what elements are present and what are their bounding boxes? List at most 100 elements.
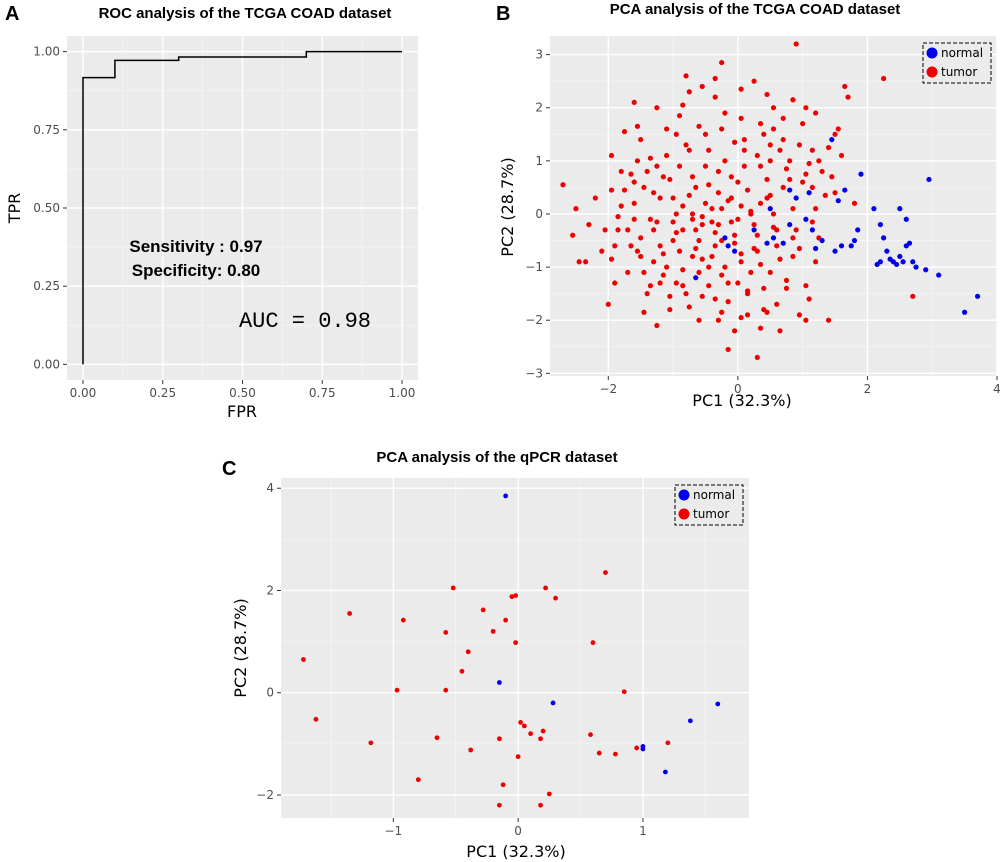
- pca-tcga-point-tumor: [770, 105, 777, 111]
- pca-tcga-point-tumor: [660, 272, 666, 278]
- pca-tcga-point-tumor: [699, 214, 705, 220]
- pca-qpcr-x-tick-label: −1: [384, 824, 402, 838]
- pca-tcga-point-tumor: [796, 245, 803, 252]
- pca-tcga-point-tumor: [608, 152, 615, 159]
- pca-tcga-point-tumor: [670, 237, 676, 244]
- pca-tcga-point-tumor: [728, 219, 734, 225]
- pca-tcga-point-tumor: [754, 232, 760, 238]
- pca-tcga-point-tumor: [647, 283, 654, 289]
- pca-tcga-point-tumor: [813, 206, 819, 212]
- pca-tcga-point-tumor: [628, 243, 634, 249]
- pca-tcga-point-tumor: [722, 264, 728, 270]
- pca-tcga-point-normal: [897, 206, 903, 212]
- pca-qpcr-point-tumor: [518, 719, 524, 725]
- pca-tcga-point-tumor: [586, 221, 592, 228]
- pca-tcga-point-tumor: [738, 115, 744, 121]
- pca-tcga-point-tumor: [777, 147, 783, 153]
- pca-tcga-point-tumor: [686, 147, 692, 153]
- pca-tcga-point-tumor: [715, 221, 722, 228]
- pca-tcga-point-tumor: [712, 75, 718, 82]
- roc-y-tick-label: 0.75: [33, 123, 60, 137]
- pca-tcga-point-tumor: [651, 227, 657, 233]
- pca-tcga-point-normal: [832, 248, 838, 254]
- pca-tcga-point-normal: [806, 190, 812, 196]
- pca-tcga-legend-label-tumor: tumor: [941, 65, 977, 79]
- pca-qpcr-point-tumor: [490, 628, 496, 634]
- pca-tcga-point-tumor: [712, 94, 718, 100]
- pca-qpcr-point-tumor: [347, 611, 353, 616]
- pca-tcga-point-tumor: [660, 251, 666, 257]
- pca-tcga-point-normal: [877, 221, 883, 228]
- pca-tcga-point-tumor: [634, 248, 641, 254]
- pca-tcga-legend-label-normal: normal: [941, 46, 983, 60]
- pca-tcga-point-tumor: [673, 131, 679, 137]
- roc-y-axis-label: TPR: [5, 193, 24, 225]
- pca-tcga-point-tumor: [631, 179, 637, 185]
- pca-qpcr-legend-key-normal: [678, 489, 690, 501]
- pca-tcga-point-tumor: [783, 277, 790, 283]
- pca-tcga-point-tumor: [644, 291, 650, 297]
- pca-tcga-x-tick-label: −2: [599, 382, 617, 396]
- roc-specificity-label: Specificity: 0.80: [132, 261, 261, 280]
- pca-tcga-point-tumor: [751, 78, 757, 84]
- pca-tcga-point-tumor: [680, 102, 686, 108]
- pca-tcga-point-tumor: [793, 227, 799, 233]
- pca-tcga-point-tumor: [654, 105, 660, 111]
- pca-tcga-point-tumor: [735, 280, 741, 286]
- roc-sensitivity-label: Sensitivity : 0.97: [129, 237, 262, 256]
- pca-tcga-point-tumor: [780, 136, 786, 143]
- pca-tcga-point-normal: [842, 187, 848, 193]
- pca-qpcr-point-tumor: [603, 570, 608, 575]
- pca-qpcr-point-tumor: [497, 802, 502, 808]
- pca-tcga-y-tick-label: −2: [525, 313, 543, 327]
- pca-tcga-y-tick-label: −3: [525, 366, 543, 380]
- pca-tcga-point-normal: [725, 243, 731, 249]
- pca-tcga-point-tumor: [667, 306, 673, 313]
- pca-tcga-point-tumor: [638, 235, 644, 241]
- pca-tcga-point-tumor: [767, 269, 773, 276]
- pca-tcga-point-tumor: [693, 184, 699, 191]
- pca-qpcr-title: PCA analysis of the qPCR dataset: [376, 449, 617, 466]
- pca-tcga-point-tumor: [728, 174, 734, 180]
- pca-qpcr-x-tick-label: 1: [639, 824, 647, 838]
- pca-tcga-point-tumor: [676, 163, 683, 169]
- pca-qpcr-point-tumor: [443, 687, 449, 693]
- pca-tcga-point-tumor: [660, 174, 666, 180]
- pca-tcga-point-tumor: [592, 195, 598, 201]
- pca-tcga-point-normal: [764, 240, 770, 246]
- panel-pca-tcga: B PCA analysis of the TCGA COAD dataset …: [496, 1, 1001, 410]
- pca-qpcr-x-tick-label: 0: [514, 824, 522, 838]
- pca-tcga-point-tumor: [783, 166, 790, 172]
- pca-tcga-point-tumor: [641, 309, 647, 315]
- pca-tcga-point-tumor: [583, 259, 589, 265]
- pca-tcga-point-tumor: [638, 253, 644, 260]
- pca-tcga-point-tumor: [741, 136, 747, 143]
- pca-tcga-point-tumor: [722, 110, 728, 116]
- pca-qpcr-point-tumor: [543, 585, 548, 591]
- pca-tcga-point-normal: [780, 240, 786, 246]
- pca-tcga-point-normal: [803, 216, 809, 222]
- pca-tcga-point-tumor: [757, 200, 764, 206]
- pca-qpcr-point-tumor: [634, 745, 640, 751]
- pca-qpcr-y-tick-label: 4: [266, 481, 274, 495]
- pca-tcga-point-tumor: [790, 97, 796, 103]
- pca-qpcr-point-tumor: [480, 607, 486, 613]
- pca-tcga-point-tumor: [573, 206, 579, 212]
- pca-tcga-point-tumor: [676, 248, 683, 254]
- pca-tcga-point-tumor: [790, 253, 796, 260]
- pca-tcga-point-tumor: [770, 126, 777, 132]
- pca-tcga-point-normal: [874, 261, 880, 268]
- pca-tcga-point-normal: [913, 264, 919, 270]
- pca-qpcr-point-tumor: [468, 747, 474, 753]
- pca-tcga-point-tumor: [702, 163, 709, 169]
- pca-qpcr-points: [301, 493, 721, 808]
- pca-tcga-point-tumor: [612, 243, 618, 249]
- pca-qpcr-point-tumor: [465, 649, 471, 655]
- pca-tcga-point-tumor: [667, 176, 673, 183]
- pca-tcga-point-normal: [903, 216, 909, 222]
- pca-tcga-point-normal: [787, 221, 793, 228]
- pca-tcga-point-tumor: [680, 267, 686, 273]
- pca-tcga-point-tumor: [770, 211, 777, 217]
- pca-qpcr-point-tumor: [313, 716, 319, 722]
